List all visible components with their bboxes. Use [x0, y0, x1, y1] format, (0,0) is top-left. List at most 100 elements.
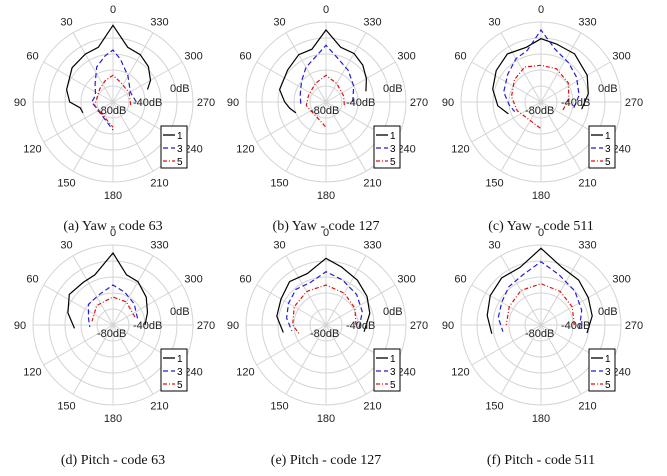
angle-tick-label: 150: [270, 401, 288, 413]
legend-label: 1: [390, 131, 396, 142]
angle-tick-label: 60: [239, 51, 251, 63]
angle-tick-label: 330: [363, 16, 381, 28]
grid-spoke: [112, 324, 154, 395]
legend-label: 3: [605, 144, 611, 155]
legend-label: 1: [605, 131, 611, 142]
polar-chart-2: 0 330 300 270 240 210 180 150 120 90 60 30 0dB -40dB-…: [227, 4, 428, 234]
angle-tick-label: 210: [363, 401, 381, 413]
legend-label: 5: [177, 380, 183, 391]
subfigure-caption: (f) Pitch - code 511: [487, 453, 595, 468]
polar-chart-6: 0 330 300 270 240 210 180 150 120 90 60 30 0dB -40dB-…: [442, 227, 643, 468]
radial-tick-label: -40dB: [133, 97, 162, 109]
angle-tick-label: 240: [612, 144, 630, 156]
radial-tick-label: 0dB: [170, 83, 190, 95]
angle-tick-label: 120: [236, 367, 254, 379]
legend-label: 5: [605, 157, 611, 168]
series-line-1: [492, 38, 589, 115]
subfigure-caption: (a) Yaw - code 63: [63, 219, 162, 234]
radial-tick-label: -80dB: [310, 328, 339, 340]
grid-spoke: [500, 32, 542, 103]
legend-label: 1: [390, 354, 396, 365]
polar-chart-5: 0 330 300 270 240 210 180 150 120 90 60 30 0dB -40dB-…: [227, 227, 428, 468]
grid-spoke: [112, 32, 154, 103]
grid-spoke: [43, 284, 114, 326]
legend-label: 1: [177, 354, 183, 365]
subfigure-caption: (d) Pitch - code 63: [61, 453, 165, 468]
angle-tick-label: 150: [270, 178, 288, 190]
angle-tick-label: 240: [397, 367, 415, 379]
series-line-3: [87, 284, 139, 328]
legend-label: 5: [390, 380, 396, 391]
angle-tick-label: 30: [60, 239, 72, 251]
series-line-5: [305, 74, 345, 128]
series-line-5: [505, 283, 575, 326]
angle-tick-label: 240: [184, 367, 202, 379]
angle-tick-label: 270: [197, 320, 215, 332]
angle-tick-label: 150: [57, 401, 75, 413]
radial-tick-label: -40dB: [346, 320, 375, 332]
series-line-1: [67, 251, 149, 329]
grid-spoke: [540, 284, 611, 326]
radial-tick-label: -40dB: [561, 97, 590, 109]
grid-spoke: [112, 284, 183, 326]
radial-tick-label: -80dB: [525, 105, 554, 117]
grid-spoke: [540, 255, 582, 326]
grid-spoke: [540, 32, 582, 103]
grid-spoke: [500, 101, 542, 172]
grid-spoke: [43, 101, 114, 143]
angle-tick-label: 270: [625, 97, 643, 109]
angle-tick-label: 30: [273, 16, 285, 28]
legend: 1 3 5: [588, 348, 616, 392]
angle-tick-label: 210: [363, 178, 381, 190]
angle-tick-label: 90: [227, 97, 239, 109]
legend-box: [373, 348, 401, 392]
grid-spoke: [325, 101, 367, 172]
series-line-3: [299, 44, 355, 105]
legend: 1 3 5: [160, 125, 188, 169]
grid-spoke: [285, 32, 327, 103]
angle-tick-label: 150: [485, 401, 503, 413]
angle-tick-label: 30: [273, 239, 285, 251]
angle-tick-label: 300: [612, 51, 630, 63]
angle-tick-label: 330: [150, 16, 168, 28]
angle-tick-label: 90: [442, 320, 454, 332]
angle-tick-label: 180: [104, 413, 122, 425]
grid-spoke: [43, 61, 114, 103]
grid-spoke: [256, 284, 327, 326]
radial-tick-label: -80dB: [97, 328, 126, 340]
angle-tick-label: 180: [104, 190, 122, 202]
radial-tick-label: -40dB: [561, 320, 590, 332]
angle-tick-label: 330: [363, 239, 381, 251]
grid-spoke: [72, 101, 114, 172]
legend-box: [160, 125, 188, 169]
radial-tick-label: -80dB: [525, 328, 554, 340]
grid-spoke: [112, 101, 154, 172]
grid-spoke: [112, 255, 154, 326]
radial-tick-label: 0dB: [383, 83, 403, 95]
series-line-1: [486, 247, 593, 334]
grid-spoke: [43, 324, 114, 366]
angle-tick-label: 0: [110, 227, 116, 239]
angle-tick-label: 60: [239, 274, 251, 286]
grid-spoke: [256, 101, 327, 143]
angle-tick-label: 330: [150, 239, 168, 251]
angle-tick-label: 60: [454, 51, 466, 63]
polar-chart-3: 0 330 300 270 240 210 180 150 120 90 60 30 0dB -40dB-…: [442, 4, 643, 234]
legend-label: 3: [605, 367, 611, 378]
grid-spoke: [540, 61, 611, 103]
angle-tick-label: 300: [612, 274, 630, 286]
angle-tick-label: 90: [14, 97, 26, 109]
series-line-5: [93, 74, 132, 128]
polar-chart-4: 0 330 300 270 240 210 180 150 120 90 60 30 0dB -40dB-…: [14, 227, 215, 468]
grid-spoke: [72, 32, 114, 103]
subfigure-caption: (b) Yaw - code 127: [273, 219, 380, 234]
legend-box: [160, 348, 188, 392]
legend-label: 5: [177, 157, 183, 168]
angle-tick-label: 300: [184, 274, 202, 286]
angle-tick-label: 180: [532, 413, 550, 425]
angle-tick-label: 0: [110, 4, 116, 16]
legend-label: 5: [605, 380, 611, 391]
grid-spoke: [500, 324, 542, 395]
legend-label: 1: [605, 354, 611, 365]
angle-tick-label: 180: [532, 190, 550, 202]
